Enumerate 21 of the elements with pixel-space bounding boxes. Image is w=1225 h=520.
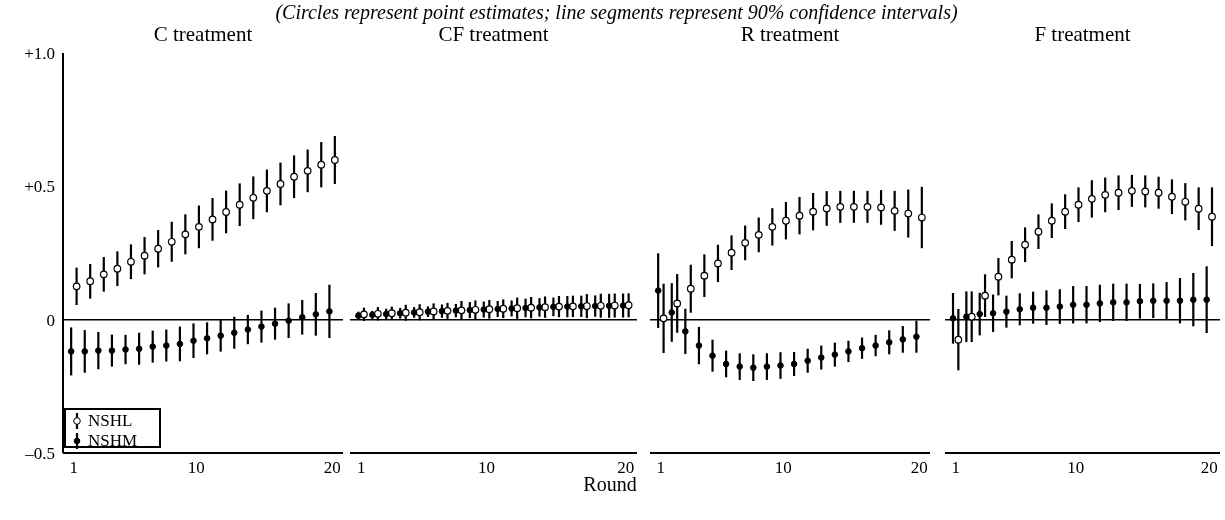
chart-title: CF treatment	[438, 22, 550, 46]
x-tick-label: 1	[656, 458, 666, 478]
x-tick-label: 1	[951, 458, 960, 478]
x-tick-label: 10	[1067, 458, 1085, 478]
x-tick-label: 1	[69, 458, 79, 478]
x-tick-label: 10	[478, 458, 496, 478]
text: (Circles represent point estimates; line segments represent 90% confidence intervals)	[275, 1, 958, 23]
legend-label: NSHL	[88, 411, 133, 431]
x-tick-label: 1	[356, 458, 366, 478]
y-tick-label: 0	[46, 310, 55, 330]
chart-title: C treatment	[152, 22, 254, 46]
y-tick-label: +0.5	[24, 177, 55, 197]
x-tick-label: 20	[910, 458, 928, 478]
x-tick-label: 20	[323, 458, 341, 478]
x-tick-label: 10	[187, 458, 205, 478]
chart-title: F treatment	[1033, 22, 1132, 46]
legend-label: NSHM	[88, 431, 138, 451]
x-tick-label: 20	[1200, 458, 1218, 478]
x-tick-label: 10	[774, 458, 792, 478]
y-tick-label: +1.0	[24, 44, 55, 64]
y-tick-label: –0.5	[24, 444, 55, 464]
